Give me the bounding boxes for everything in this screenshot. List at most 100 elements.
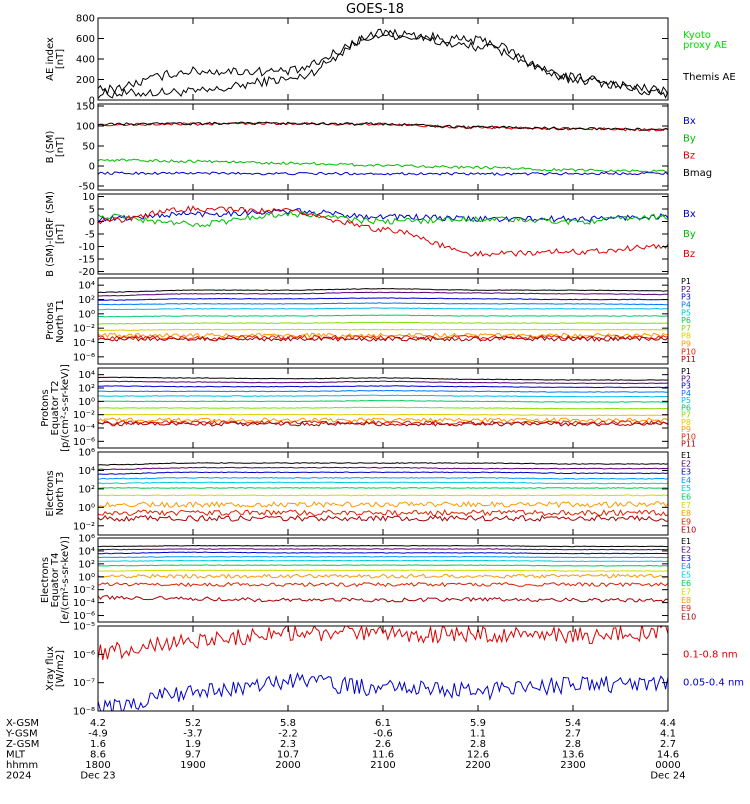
y-axis-label: B (SM)-IGRF (SM)	[45, 191, 56, 277]
x-axis-row-value: 6.1	[375, 718, 391, 729]
x-axis-row-value: 2.3	[280, 739, 296, 750]
series-line-en-e9	[98, 508, 668, 517]
y-axis-label: [e/(cm²-s-sr-keV)]	[60, 536, 71, 624]
y-tick-label: -20	[79, 267, 95, 278]
series-line-bigrf-bx	[98, 208, 668, 223]
x-axis-row-label: Y-GSM	[5, 729, 38, 740]
panel-frame-ae	[97, 17, 669, 101]
x-axis-row-value: 1.9	[185, 739, 201, 750]
series-line-pn-p1	[98, 287, 668, 294]
series-line-pn-p6	[98, 314, 668, 318]
y-tick-label: 5	[89, 205, 95, 216]
y-tick-label: 10⁰	[78, 572, 95, 583]
channel-label: E3	[681, 554, 691, 563]
y-tick-label: 10	[82, 192, 95, 203]
y-tick-label: 50	[82, 142, 95, 153]
x-axis-row-value: 2200	[465, 760, 490, 771]
legend-label: By	[683, 229, 696, 240]
x-axis-row-value: 5.2	[185, 718, 201, 729]
channel-label: E7	[681, 587, 691, 596]
x-axis-row-value: 4.2	[90, 718, 106, 729]
series-line-pe-p8	[98, 413, 668, 417]
y-tick-label: 10⁻²	[73, 521, 95, 532]
y-axis-label: Electrons	[40, 557, 51, 603]
y-tick-label: -10	[79, 242, 95, 253]
x-axis-row-value: -2.2	[278, 729, 298, 740]
legend-label: Bmag	[683, 168, 712, 179]
y-axis-label: Equator T2	[50, 381, 61, 436]
legend-label: 0.1-0.8 nm	[683, 649, 738, 660]
channel-label: E9	[681, 517, 691, 526]
x-axis-row-value: 4.4	[660, 718, 676, 729]
series-line-pe-p5	[98, 394, 668, 398]
x-axis-row-value: 5.8	[280, 718, 296, 729]
x-axis-row-value: 2100	[370, 760, 395, 771]
series-line-ee-e5	[98, 559, 668, 563]
y-tick-label: 10⁻⁶	[73, 611, 95, 622]
x-axis-row-value: 1.6	[90, 739, 106, 750]
legend-label: 0.05-0.4 nm	[683, 678, 744, 689]
series-line-ee-e9	[98, 581, 668, 588]
y-tick-label: 600	[76, 34, 95, 45]
channel-label: E1	[681, 537, 691, 546]
channel-label: E9	[681, 604, 691, 613]
x-axis-row-value: 1900	[180, 760, 205, 771]
channel-label: E6	[681, 493, 691, 502]
channel-label: P11	[681, 440, 696, 449]
series-line-pe-p9	[98, 417, 668, 423]
legend-label: Bz	[683, 151, 695, 162]
series-line-pn-p5	[98, 307, 668, 311]
y-tick-label: -50	[79, 182, 95, 193]
y-tick-label: 0	[89, 217, 95, 228]
y-tick-label: 10⁶	[78, 448, 95, 459]
legend-label: Bx	[683, 116, 696, 127]
y-tick-label: 800	[76, 14, 95, 25]
y-tick-label: 10⁻⁶	[73, 437, 95, 448]
series-line-pn-p9	[98, 332, 668, 339]
channel-label: P5	[681, 308, 691, 317]
channel-label: E5	[681, 484, 691, 493]
y-tick-label: 10⁴	[78, 370, 95, 381]
series-line-bigrf-by	[98, 210, 668, 228]
series-line-en-e4	[98, 476, 668, 480]
series-line-en-e7	[98, 494, 668, 497]
y-axis-label: [nT]	[55, 224, 66, 244]
x-axis-row-label: Z-GSM	[6, 739, 39, 750]
series-line-ee-e3	[98, 551, 668, 555]
y-axis-label: AE index	[45, 37, 56, 81]
y-axis-label: [nT]	[55, 137, 66, 157]
y-tick-label: 150	[76, 102, 95, 113]
channel-label: E4	[681, 562, 691, 571]
y-axis-label: Equator T4	[50, 553, 61, 608]
channel-label: P7	[681, 324, 691, 333]
x-axis-row-value: 5.9	[470, 718, 486, 729]
x-axis-row-value: 2000	[275, 760, 300, 771]
y-tick-label: 10⁻⁵	[73, 622, 95, 633]
x-axis-row-value: 9.7	[185, 750, 201, 761]
y-tick-label: 10⁴	[78, 546, 95, 557]
channel-label: E8	[681, 596, 691, 605]
channel-label: P10	[681, 347, 696, 356]
channel-label: P10	[681, 432, 696, 441]
x-axis-row-value: 10.7	[277, 750, 299, 761]
series-line-ee-e10	[98, 595, 668, 603]
y-axis-label: Protons	[45, 302, 56, 339]
series-line-ee-e8	[98, 573, 668, 579]
channel-label: E1	[681, 451, 691, 460]
channel-label: P9	[681, 340, 691, 349]
y-tick-label: 10⁻²	[73, 410, 95, 421]
series-line-pn-p8	[98, 328, 668, 332]
x-axis-row-value: 1800	[85, 760, 110, 771]
x-axis-row-value: 14.6	[657, 750, 679, 761]
series-line-xray-0-1-0-8-nm	[98, 626, 668, 660]
channel-label: P11	[681, 355, 696, 364]
y-tick-label: -5	[85, 230, 95, 241]
series-line-ae-themis-ae	[98, 29, 668, 96]
x-axis-row-value: 8.6	[90, 750, 106, 761]
y-axis-label: Protons	[40, 389, 51, 426]
x-axis-row-value: 1.1	[470, 729, 486, 740]
legend-label: proxy AE	[683, 40, 727, 51]
y-tick-label: 10⁻²	[73, 585, 95, 596]
y-tick-label: 10⁴	[78, 281, 95, 292]
